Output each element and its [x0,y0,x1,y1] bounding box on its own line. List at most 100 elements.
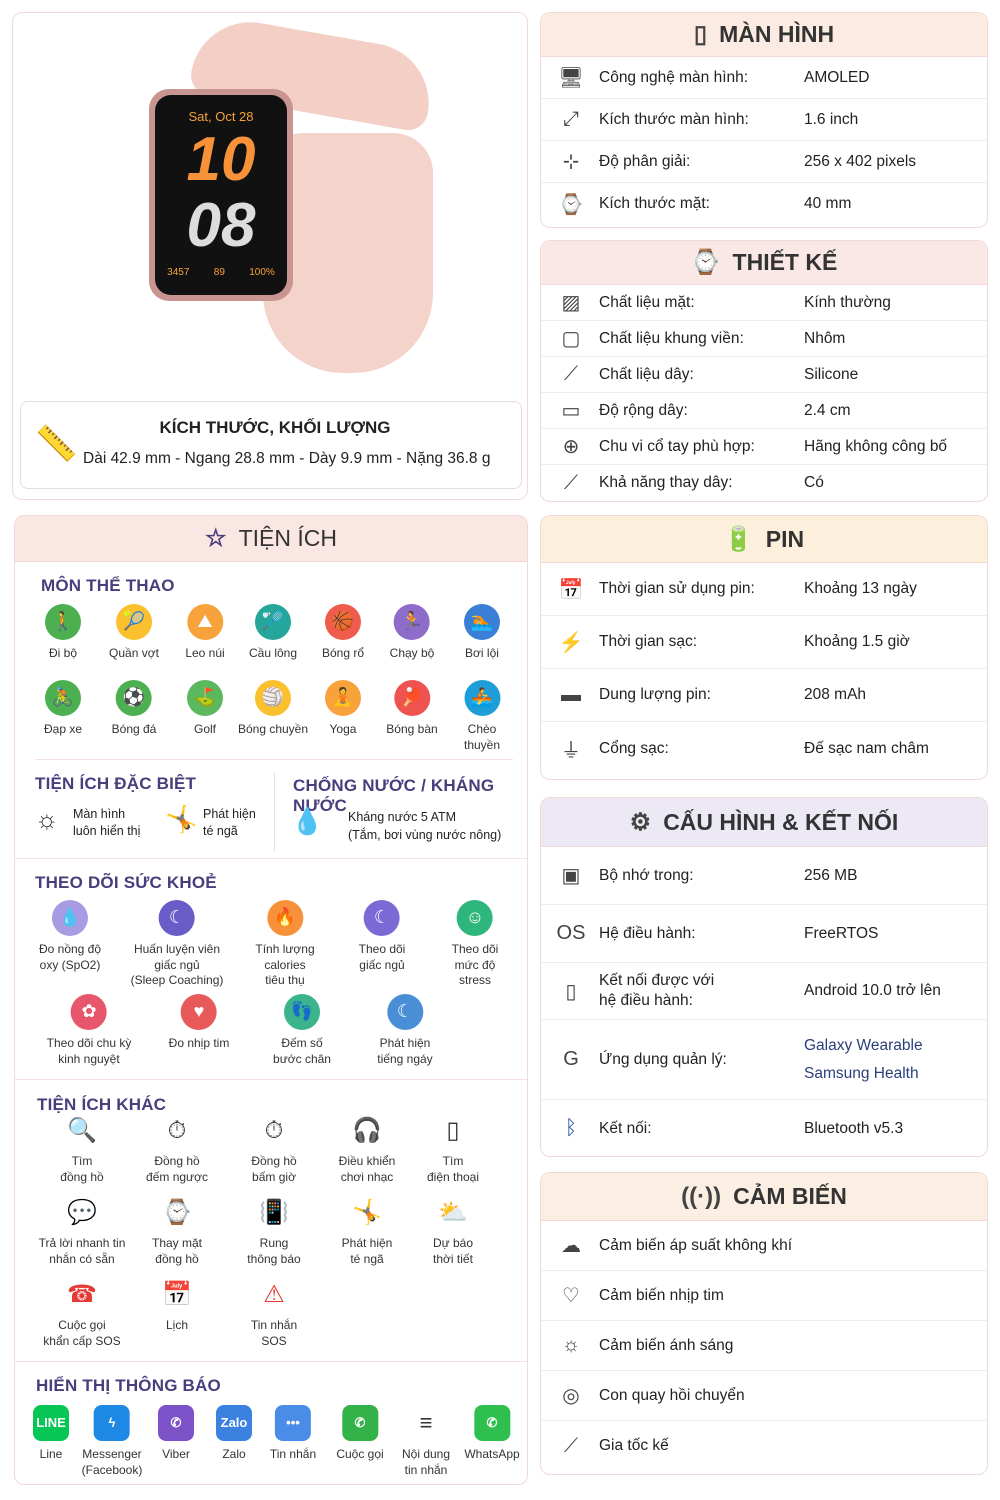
feature-label: Yoga [329,722,357,736]
water-label: Kháng nước 5 ATM (Tắm, bơi vùng nước nôn… [348,810,502,842]
special-title: TIỆN ÍCH ĐẶC BIỆT [35,774,197,793]
feature-label: Đồng hồ bấm giờ [251,1154,297,1184]
golf-icon: ⛳ [187,680,223,716]
feature-label: Cuộc gọi khẩn cấp SOS [43,1318,121,1348]
sports-title: MÔN THỂ THAO [41,576,175,595]
feature-item-boi-loi: 🏊 Bơi lội [464,604,500,662]
spec-label: Kích thước màn hình: [599,110,749,128]
bo-nho-trong-icon: ▣ [561,865,581,887]
sos-call-icon: ☎ [67,1281,97,1309]
chat-lieu-day-icon: ⟋ [564,363,578,385]
feature-label: Cuộc gọi [336,1447,384,1461]
config-title: CẤU HÌNH & KẾT NỐI [663,808,899,835]
watch-minute: 08 [186,191,256,260]
kha-nang-thay-day-icon: ⟋ [564,471,578,494]
battery-header: 🔋 PIN [541,516,987,563]
feature-label: Tin nhắn SOS [250,1318,298,1348]
spec-value-text: Android 10.0 trở lên [804,982,941,999]
feature-item-noi-dung-tin-nhan: ≡ Nội dung tin nhắn [402,1405,450,1478]
watch-heart: 89 [213,267,225,278]
feature-item-dem-so-buoc-chan: 👣 Đếm số bước chân [273,994,331,1067]
feature-item-tra-loi-nhanh-tin-nhan-co-san: 💬 Trả lời nhanh tin nhắn có sẵn [39,1198,126,1267]
feature-label: Nội dung tin nhắn [401,1447,451,1477]
feature-label: Điều khiển chơi nhạc [338,1154,396,1184]
spec-value-text: 40 mm [804,195,852,212]
feature-item-viber: ✆ Viber [158,1405,194,1463]
spec-value-text[interactable]: Galaxy Wearable [804,1036,923,1054]
spec-label: Thời gian sạc: [599,633,698,650]
leo-nui-icon: ⛰ [187,604,223,640]
tin-nhan-icon: ••• [274,1405,311,1441]
feature-label: Huấn luyện viên giấc ngủ (Sleep Coaching… [130,942,224,987]
config-card: ⚙ CẤU HÌNH & KẾT NỐI ▣ Bộ nhớ trong: 256 MB O… [540,797,988,1157]
feature-label: Trả lời nhanh tin nhắn có sẵn [38,1236,126,1266]
utilities-card: ☆ TIỆN ÍCH MÔN THỂ THAO TIỆN ÍCH ĐẶC BIỆ… [14,515,528,1485]
phat-hien-tieng-ngay-icon: ☾ [386,994,423,1030]
spec-value-text: Kính thường [804,293,891,311]
feature-label: Dự báo thời tiết [432,1236,474,1266]
spec-row: ᛒ Kết nối: Bluetooth v5.3 [541,1100,987,1156]
sensors-header-icon: ((·)) [681,1182,722,1210]
theo-doi-muc-do-stress-icon: ☺ [456,900,493,936]
battery-header-icon: 🔋 [723,525,754,553]
spec-row: ⚡ Thời gian sạc: Khoảng 1.5 giờ [541,616,987,669]
ket-noi-icon: ᛒ [565,1117,577,1139]
water-title: CHỐNG NƯỚC / KHÁNG NƯỚC [293,776,495,815]
feature-label: Quần vợt [109,646,159,660]
feature-label: Tính lượng calories tiêu thụ [255,942,315,987]
spec-value: FreeRTOS [804,920,987,948]
watch-battery: 100% [249,267,275,278]
chay-bo-icon: 🏃 [393,604,430,640]
feature-label: Cầu lông [248,646,298,660]
noi-dung-tin-nhan-icon: ≡ [407,1405,444,1441]
feature-item-theo-doi-giac-ngu: ☾ Theo dõi giấc ngủ [359,900,405,973]
feature-item-bong-chuyen: 🏐 Bóng chuyền [238,680,308,738]
quan-vot-icon: 🎾 [116,604,152,640]
feature-item-yoga: 🧘 Yoga [325,680,361,738]
feature-label: Tin nhắn [269,1447,317,1461]
spec-value: AMOLED [804,64,987,92]
dap-xe-icon: 🚴 [45,680,81,716]
spec-value-text: Khoảng 1.5 giờ [804,633,910,650]
thoi-gian-sac-icon: ⚡ [558,631,584,654]
special-label: Phát hiện té ngã [203,807,256,838]
kich-thuoc-man-hinh-icon: ⤢ [563,108,579,130]
spec-value-text[interactable]: Samsung Health [804,1064,919,1082]
feature-item-leo-nui: ⛰ Leo núi [185,604,225,662]
spec-row: 🖥 Công nghệ màn hình: AMOLED [541,57,987,99]
spec-row: ⤢ Kích thước màn hình: 1.6 inch [541,99,987,141]
cong-nghe-man-hinh-icon: 🖥 [558,67,584,89]
feature-item-tim-dong-ho: 🔍 Tìm đồng hồ [60,1116,103,1185]
feature-label: Đo nhịp tim [168,1036,230,1050]
cam-bien-nhip-tim-icon: ♡ [562,1285,580,1307]
do-phan-giai-icon: ⊹ [562,151,580,173]
feature-item-cuoc-goi: ✆ Cuộc gọi [336,1405,384,1463]
do-nong-do-oxy-spo2-icon: 💧 [52,900,88,936]
spec-label: Chất liệu dây: [599,365,694,383]
config-header-icon: ⚙ [629,808,652,836]
divider [15,858,527,859]
spec-label: Cổng sạc: [599,739,669,757]
feature-label: Bóng đá [111,722,157,736]
feature-item-tin-nhan-sos: ⚠ Tin nhắn SOS [251,1280,297,1349]
viber-icon: ✆ [158,1405,194,1441]
timer-icon: ⏱ [167,1117,187,1145]
sun-icon: ☼ [35,804,59,834]
sensor-label: Cảm biến ánh sáng [599,1336,734,1354]
ruler-icon: 📏 [35,425,78,463]
feature-label: Chạy bộ [389,646,435,660]
ung-dung-quan-ly-icon: G [563,1048,579,1070]
bong-da-icon: ⚽ [116,680,152,716]
tinh-luong-calories-tieu-thu-icon: 🔥 [266,900,303,936]
spec-value-text: 256 x 402 pixels [804,152,917,170]
feature-item-tim-dien-thoai: ▯ Tìm điện thoại [427,1116,479,1185]
feature-item-cheo-thuyen: 🚣 Chèo thuyền [460,680,505,753]
phone-icon: ▯ [446,1117,460,1145]
do-rong-day-icon: ▭ [561,400,581,422]
spec-value: Galaxy Wearable Samsung Health [804,1032,987,1088]
feature-label: Thay mặt đồng hồ [151,1236,203,1266]
spec-row: ⏚ Cổng sạc: Đế sạc nam châm [541,722,987,775]
zalo-icon: Zalo [216,1405,252,1441]
water-drop-icon: 💧 [291,806,324,836]
feature-label: Tìm điện thoại [426,1154,480,1184]
